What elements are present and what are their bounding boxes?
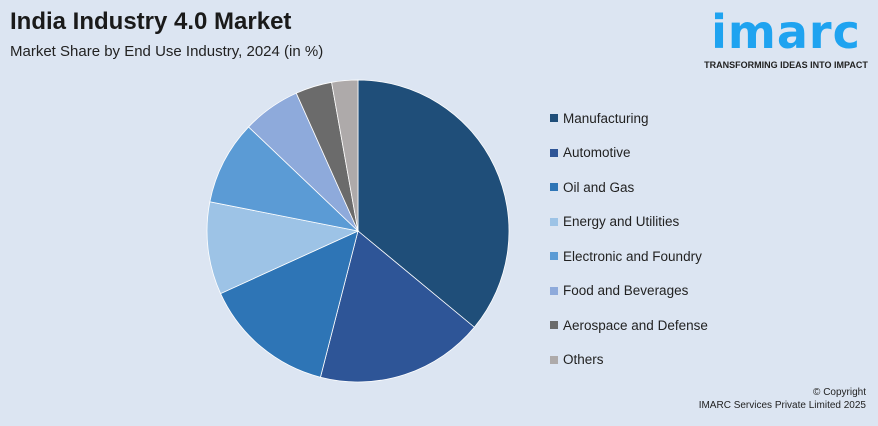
pie-slice-electronic-and-foundry (209, 126, 360, 232)
legend-item: Energy and Utilities (550, 205, 708, 240)
legend-label: Manufacturing (563, 110, 649, 126)
logo-wordmark: imarc (711, 5, 861, 59)
legend: Manufacturing Automotive Oil and Gas Energy… (550, 101, 708, 377)
legend-label: Aerospace and Defense (563, 317, 708, 333)
legend-label: Automotive (563, 145, 631, 161)
legend-item: Others (550, 343, 708, 378)
legend-item: Manufacturing (550, 101, 708, 136)
legend-swatch (550, 114, 558, 123)
legend-item: Oil and Gas (550, 170, 708, 205)
legend-swatch (550, 286, 558, 295)
pie-slice-energy-and-utilities (206, 201, 360, 295)
legend-swatch (550, 252, 558, 261)
imarc-logo: imarc TRANSFORMING IDEAS INTO IMPACT (700, 6, 872, 70)
logo-tagline: TRANSFORMING IDEAS INTO IMPACT (704, 60, 868, 70)
legend-swatch (550, 217, 558, 226)
copyright-line1: © Copyright (813, 387, 866, 398)
legend-label: Electronic and Foundry (563, 248, 702, 264)
legend-label: Energy and Utilities (563, 214, 680, 230)
legend-label: Food and Beverages (563, 283, 689, 299)
pie-slice-automotive (319, 230, 475, 383)
legend-swatch (550, 183, 558, 192)
legend-item: Electronic and Foundry (550, 239, 708, 274)
legend-swatch (550, 355, 558, 364)
pie-slice-manufacturing (357, 79, 510, 328)
copyright-line2: IMARC Services Private Limited 2025 (698, 400, 866, 411)
legend-label: Oil and Gas (563, 179, 635, 195)
copyright: © Copyright IMARC Services Private Limit… (699, 386, 866, 412)
legend-swatch (550, 148, 558, 157)
legend-item: Automotive (550, 136, 708, 171)
legend-swatch (550, 321, 558, 330)
pie-slice-oil-and-gas (220, 230, 359, 378)
legend-label: Others (563, 352, 604, 368)
chart-subtitle: Market Share by End Use Industry, 2024 (… (10, 43, 324, 60)
pie-slice-others (331, 79, 359, 232)
legend-item: Aerospace and Defense (550, 308, 708, 343)
chart-title: India Industry 4.0 Market (10, 8, 292, 35)
legend-item: Food and Beverages (550, 274, 708, 309)
